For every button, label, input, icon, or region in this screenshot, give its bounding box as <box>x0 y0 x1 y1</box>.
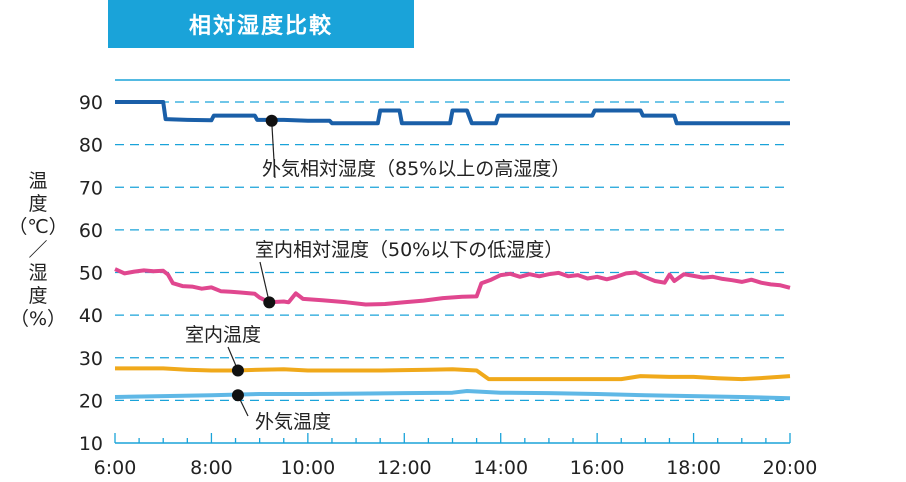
y-tick-label: 80 <box>79 135 103 157</box>
annotation-leader-line <box>271 120 276 179</box>
y-tick-label: 20 <box>79 390 103 412</box>
x-tick-label: 8:00 <box>190 457 233 479</box>
y-tick-label: 30 <box>79 348 103 370</box>
x-tick-label: 18:00 <box>666 457 721 479</box>
y-axis-label-line: 湿 <box>28 262 48 284</box>
y-axis-label-line: 度 <box>28 285 48 307</box>
annotation-label: 室内温度 <box>185 324 261 346</box>
y-axis-label-line: 度 <box>28 193 48 215</box>
y-axis-label-line: 温 <box>28 170 48 192</box>
y-tick-label: 60 <box>79 220 103 242</box>
series-line <box>114 389 791 401</box>
series-line <box>114 267 791 307</box>
x-tick-label: 12:00 <box>377 457 432 479</box>
x-tick-label: 10:00 <box>280 457 335 479</box>
annotation-label: 外気相対湿度（85%以上の高湿度） <box>262 158 570 180</box>
chart-title: 相対湿度比較 <box>108 0 414 48</box>
annotation-label: 室内相対湿度（50%以下の低湿度） <box>255 239 563 261</box>
series-line <box>115 100 790 126</box>
series-line <box>115 366 791 382</box>
x-tick-label: 16:00 <box>570 457 625 479</box>
y-tick-label: 10 <box>79 433 103 455</box>
y-tick-label: 90 <box>79 92 103 114</box>
annotation-dot <box>231 364 244 377</box>
annotation-dot <box>231 389 244 402</box>
y-axis-label-line: （%） <box>9 308 67 330</box>
annotation-label: 外気温度 <box>255 411 331 433</box>
annotation-leader-line <box>259 261 270 303</box>
y-tick-label: 40 <box>79 305 103 327</box>
x-tick-label: 20:00 <box>763 457 818 479</box>
y-axis-label-line: ／ <box>28 239 48 261</box>
y-axis-label: 温 度 （℃） ／ 湿 度 （%） <box>8 170 68 331</box>
y-axis-label-line: （℃） <box>8 216 68 238</box>
y-tick-label: 70 <box>79 177 103 199</box>
annotation-dot <box>265 114 278 127</box>
x-tick-label: 6:00 <box>94 457 137 479</box>
annotation-dot <box>263 296 276 309</box>
y-tick-label: 50 <box>79 263 103 285</box>
x-tick-label: 14:00 <box>473 457 528 479</box>
